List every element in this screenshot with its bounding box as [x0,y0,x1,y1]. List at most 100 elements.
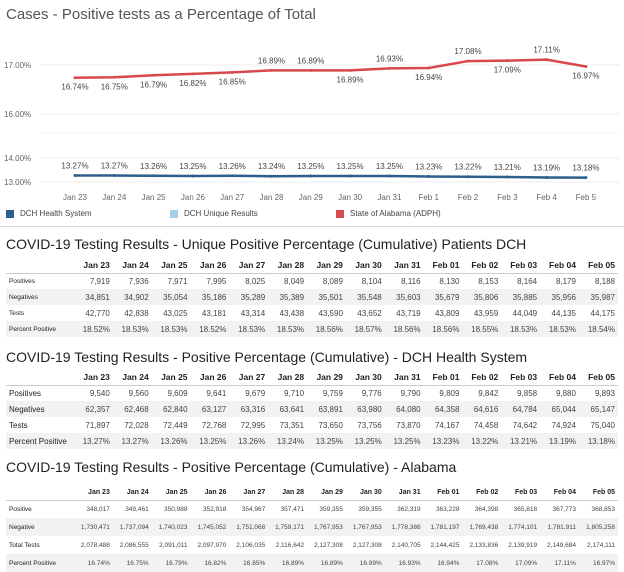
table-cell: 8,130 [439,276,460,286]
data-label: 13.26% [219,162,246,171]
data-label: 13.24% [258,162,285,171]
table-cell: 18.55% [462,321,502,337]
table-cell: 16.74% [74,554,113,572]
table-3-title: COVID-19 Testing Results - Positive Perc… [6,459,457,475]
legend-item-dch-health-system: DCH Health System [6,209,92,218]
table-cell: 43,652 [357,308,382,318]
table-cell: 72,768 [201,420,227,430]
column-header: Feb 04 [540,369,579,386]
row-label: Negatives [6,401,74,417]
table-cell: 18.53% [151,321,191,337]
table-cell: 9,790 [400,388,421,398]
table-cell: 18.53% [268,321,308,337]
table-cell: 72,995 [240,420,266,430]
row-label: Tests [9,309,25,317]
table-cell: 65,147 [578,401,618,417]
table-cell: 43,025 [163,308,188,318]
x-tick-label: Feb 1 [418,193,439,202]
x-tick-label: Feb 4 [536,193,557,202]
table-cell: 43,959 [473,308,499,318]
table-cell: 64,080 [384,401,424,417]
column-header: Jan 28 [268,486,308,501]
table-cell: 357,471 [280,505,305,513]
table-row: Percent Positive 16.74% 16.75% 16.79% 16.82%… [6,554,618,572]
row-label: Negative [6,518,74,536]
table-cell: 9,759 [322,388,343,398]
row-label-header [6,257,74,274]
table-unique-positive-dch: Jan 23 Jan 24 Jan 25 Jan 26 Jan 27 Jan 28 Jan … [6,257,618,337]
table-cell: 9,880 [555,388,576,398]
table-cell: 44,135 [551,308,576,318]
data-label: 13.25% [179,162,206,171]
table-alabama: Jan 23 Jan 24 Jan 25 Jan 26 Jan 27 Jan 28 Jan … [6,486,618,572]
table-cell: 1,778,386 [384,518,424,536]
table-cell: 2,127,308 [352,541,382,549]
row-label: Negatives [6,289,74,305]
column-header: Feb 04 [540,486,579,501]
table-cell: 63,891 [307,401,346,417]
column-header: Jan 23 [74,486,113,501]
column-header: Feb 02 [462,486,502,501]
data-point [387,174,391,178]
table-cell: 13.27% [74,433,113,449]
legend-label: DCH Unique Results [184,209,258,218]
table-cell: 8,049 [284,276,305,286]
data-point [230,70,234,74]
table-cell: 63,641 [268,401,308,417]
table-cell: 7,971 [167,276,188,286]
table-cell: 35,885 [501,289,541,305]
table-cell: 2,097,970 [197,541,227,549]
table-cell: 2,149,684 [547,541,576,549]
column-header: Feb 05 [578,369,618,386]
data-label: 17.09% [494,66,521,75]
table-cell: 362,319 [397,505,421,513]
table-cell: 72,449 [163,420,188,430]
data-label: 13.19% [533,163,560,172]
table-cell: 35,603 [384,289,424,305]
table-cell: 16.89% [268,554,308,572]
table-dch-health-system: Jan 23 Jan 24 Jan 25 Jan 26 Jan 27 Jan 28 Jan … [6,369,618,449]
data-point [505,175,509,179]
table-cell: 1,769,438 [462,518,502,536]
table-cell: 8,153 [478,276,499,286]
data-point [545,58,549,62]
column-header: Feb 04 [540,257,579,274]
table-cell: 363,228 [435,505,460,513]
x-tick-label: Jan 31 [377,193,402,202]
table-cell: 9,893 [594,388,615,398]
table-cell: 17.11% [540,554,579,572]
table-cell: 18.56% [307,321,346,337]
column-header: Jan 25 [151,369,191,386]
table-row: Positives 7,919 7,936 7,971 7,995 8,025 8,049 8… [6,273,618,289]
data-point [348,68,352,72]
table-cell: 62,840 [151,401,191,417]
table-cell: 35,289 [229,289,269,305]
table-1-title: COVID-19 Testing Results - Unique Positi… [6,236,527,252]
column-header: Jan 25 [151,486,191,501]
column-header: Jan 31 [384,369,424,386]
table-cell: 8,104 [361,276,382,286]
table-cell: 13.22% [462,433,502,449]
legend-swatch [170,209,178,218]
table-cell: 71,897 [85,420,110,430]
table-header-row: Jan 23 Jan 24 Jan 25 Jan 26 Jan 27 Jan 28 Jan … [6,369,618,386]
column-header: Jan 29 [307,369,346,386]
table-cell: 9,540 [89,388,110,398]
table-row: Percent Positive 13.27% 13.27% 13.26% 13.25%… [6,433,618,449]
data-point [387,66,391,70]
table-cell: 1,740,023 [151,518,191,536]
table-cell: 16.89% [307,554,346,572]
x-tick-label: Feb 2 [458,193,479,202]
y-tick-label: 14.00% [4,154,31,163]
table-cell: 64,616 [462,401,502,417]
table-cell: 35,186 [190,289,230,305]
table-cell: 35,679 [423,289,463,305]
data-point [191,72,195,76]
data-label: 13.18% [572,164,599,173]
y-tick-label: 13.00% [4,178,31,187]
table-cell: 74,642 [512,420,538,430]
row-label: Total Tests [9,541,40,549]
table-cell: 13.25% [190,433,230,449]
table-cell: 1,774,101 [501,518,541,536]
table-cell: 13.23% [423,433,463,449]
